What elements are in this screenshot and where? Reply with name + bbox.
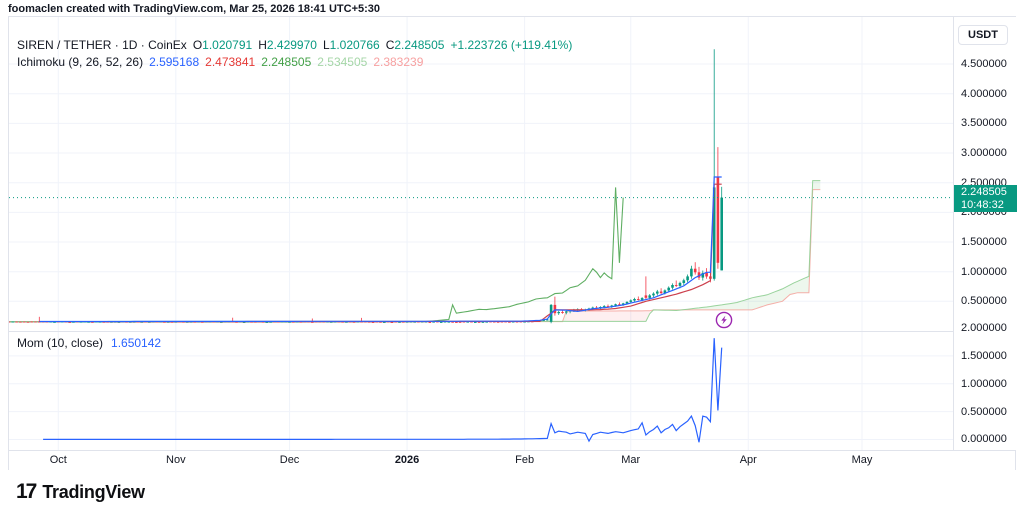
time-axis[interactable]: Oct Nov Dec 2026 Feb Mar Apr May [9,450,1015,470]
time-axis-label-oct: Oct [49,454,67,466]
current-price-value: 2.248505 [961,185,1007,198]
ohlc-high: H2.429970 [258,38,317,52]
ichimoku-senkou-a-value: 2.534505 [317,55,368,69]
mom-legend-row[interactable]: Mom (10, close) 1.650142 [17,336,161,350]
attribution-text: foomaclen created with TradingView.com, … [8,3,381,15]
price-tick-label: 4.500000 [961,58,1007,71]
tenkan-line [39,176,722,323]
price-tick-label: 0.500000 [961,295,1007,308]
ichimoku-tenkan-value: 2.595168 [149,55,200,69]
ohlc-open: O1.020791 [192,38,253,52]
time-axis-label-feb: Feb [515,454,535,466]
ichimoku-kijun-value: 2.473841 [205,55,256,69]
chikou-line [9,187,624,323]
ichimoku-senkou-b-value: 2.383239 [373,55,424,69]
time-axis-label-dec: Dec [279,454,300,466]
ohlc-low: L1.020766 [322,38,380,52]
ichimoku-label[interactable]: Ichimoku (9, 26, 52, 26) [17,55,144,69]
gridlines [9,17,953,450]
ichimoku-legend-row[interactable]: Ichimoku (9, 26, 52, 26) 2.595168 2.4738… [17,54,572,70]
symbol-legend-row[interactable]: SIREN / TETHER · 1D · CoinEx O1.020791 H… [17,37,572,53]
price-tick-label: 4.000000 [961,87,1007,100]
time-axis-label-mar: Mar [621,454,641,466]
price-tick-label: 1.000000 [961,377,1007,390]
change-value: +1.223726 (+119.41%) [450,38,573,52]
bar-countdown: 10:48:32 [961,198,1004,211]
mom-value: 1.650142 [111,336,162,350]
symbol-title[interactable]: SIREN / TETHER · 1D · CoinEx [17,38,187,52]
tradingview-logo-mark-icon: 17 [16,480,37,503]
plot-area[interactable] [9,17,953,450]
main-legend: SIREN / TETHER · 1D · CoinEx O1.020791 H… [17,37,572,70]
price-tick-label: 3.000000 [961,147,1007,160]
candles [9,49,723,324]
time-axis-label-nov: Nov [166,454,186,466]
tradingview-logo-text: TradingView [42,481,145,502]
tradingview-logo[interactable]: 17 TradingView [16,480,145,504]
price-axis[interactable]: USDT 2.248505 10:48:32 4.500000 4.000000 3… [953,17,1017,450]
currency-toggle-button[interactable]: USDT [958,25,1008,45]
flash-event-icon[interactable] [715,311,733,329]
current-price-badge: 2.248505 10:48:32 [954,184,1017,212]
price-tick-label: 3.500000 [961,117,1007,130]
price-tick-label: 0.500000 [961,405,1007,418]
ichimoku-chikou-value: 2.248505 [261,55,312,69]
price-tick-label: 1.000000 [961,265,1007,278]
pane-separator[interactable] [9,331,1015,332]
mom-label[interactable]: Mom (10, close) [17,336,104,350]
time-axis-label-may: May [851,454,873,466]
price-tick-label: 2.000000 [961,322,1007,335]
momentum-line [43,338,723,443]
price-chart-canvas[interactable] [9,17,953,450]
price-tick-label: 1.500000 [961,236,1007,248]
time-axis-label-2026: 2026 [394,454,420,466]
price-tick-label: 0.000000 [961,433,1007,446]
chart-widget: SIREN / TETHER · 1D · CoinEx O1.020791 H… [8,16,1017,470]
time-axis-label-apr: Apr [739,454,757,466]
ohlc-close: C2.248505 [385,38,445,52]
price-tick-label: 1.500000 [961,349,1007,362]
